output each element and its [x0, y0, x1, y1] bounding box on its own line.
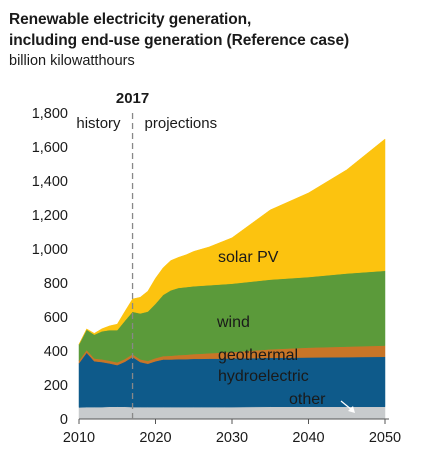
label-hydroelectric: hydroelectric: [218, 368, 309, 385]
y-tick-label: 600: [44, 310, 68, 326]
y-tick-label: 200: [44, 378, 68, 394]
y-tick-label: 800: [44, 276, 68, 292]
y-tick-label: 1,200: [32, 208, 68, 224]
y-tick-label: 1,600: [32, 140, 68, 156]
label-other: other: [289, 391, 326, 408]
x-tick-label: 2050: [369, 430, 401, 446]
y-tick-label: 1,400: [32, 174, 68, 190]
chart-title-line1: Renewable electricity generation,: [9, 11, 252, 28]
x-tick-label: 2020: [139, 430, 171, 446]
y-tick-label: 400: [44, 344, 68, 360]
other-pointer-line: [340, 400, 353, 411]
axes: 2010 2020 2030 2040 2050 0 200 400 600 800 1,000 1,…: [32, 90, 401, 446]
label-geothermal: geothermal: [218, 347, 298, 364]
stacked-areas: [78, 138, 386, 420]
area-solar-pv: [78, 138, 386, 345]
y-tick-label: 1,800: [32, 106, 68, 122]
y-tick-label: 0: [60, 412, 68, 428]
x-tick-label: 2040: [292, 430, 324, 446]
chart-title: Renewable electricity generation, includ…: [9, 9, 349, 51]
x-tick-label: 2010: [63, 430, 95, 446]
label-wind: wind: [216, 314, 250, 331]
y-tick-label: 1,000: [32, 242, 68, 258]
chart-units: billion kilowatthours: [9, 53, 135, 69]
chart-title-line2: including end-use generation (Reference …: [9, 32, 350, 49]
label-solar-pv: solar PV: [218, 249, 279, 266]
series-labels: solar PV wind geothermal hydroelectric other: [216, 249, 355, 413]
x-tick-label: 2030: [216, 430, 248, 446]
projections-label: projections: [145, 115, 218, 132]
area-other: [78, 406, 386, 420]
history-label: history: [76, 115, 121, 132]
divider-year-label: 2017: [116, 90, 149, 107]
other-pointer-arrowhead: [348, 406, 355, 413]
